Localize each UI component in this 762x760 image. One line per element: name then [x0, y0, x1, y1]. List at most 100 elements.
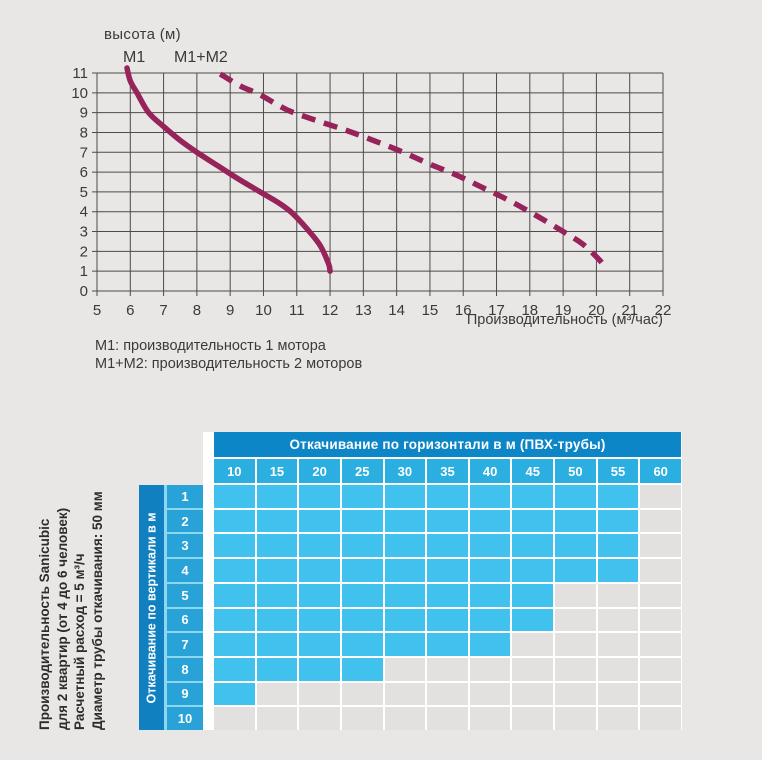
y-tick-label: 0: [80, 283, 88, 300]
cell-filled-6x15: [256, 608, 298, 632]
cell-filled-4x35: [427, 559, 468, 582]
cell-empty-10x45: [512, 707, 554, 730]
cell-empty-10x20: [299, 707, 340, 730]
cell-filled-2x45: [512, 509, 554, 533]
cell-filled-5x10: [214, 583, 255, 607]
curve-label-m1: M1: [123, 49, 146, 66]
cell-empty-9x40: [469, 682, 511, 706]
x-tick-label: 10: [255, 302, 272, 319]
row-header-1: 1: [167, 485, 203, 508]
x-tick-label: 8: [193, 302, 201, 319]
column-header-55: 55: [597, 459, 639, 483]
cell-empty-4x60: [640, 559, 681, 582]
cell-filled-8x25: [341, 657, 383, 681]
cell-filled-5x45: [512, 583, 554, 607]
cell-filled-5x35: [427, 583, 468, 607]
column-header-60: 60: [640, 459, 681, 483]
legend-entry-m1m2: M1+M2: производительность 2 моторов: [95, 356, 363, 372]
curve-label-m1m2: M1+M2: [174, 49, 228, 66]
note-line-1: Производительность Sanicubic: [37, 518, 52, 730]
row-header-7: 7: [167, 633, 203, 656]
row-header-2: 2: [167, 509, 203, 533]
column-header-15: 15: [256, 459, 298, 483]
cell-filled-3x25: [341, 534, 383, 558]
cell-filled-1x35: [427, 485, 468, 508]
x-tick-label: 11: [289, 302, 305, 319]
column-header-20: 20: [299, 459, 340, 483]
y-tick-label: 1: [80, 263, 88, 280]
cell-empty-9x45: [512, 682, 554, 706]
column-header-40: 40: [469, 459, 511, 483]
cell-empty-8x55: [597, 657, 639, 681]
legend-entry-m1: M1: производительность 1 мотора: [95, 338, 326, 354]
curve-m1: [124, 65, 333, 274]
cell-empty-9x35: [427, 682, 468, 706]
y-tick-label: 7: [80, 144, 88, 161]
pump-curve-plot: 5 6 7 8 9 10 11 12 13 14 15 16 17 18 19 20 21 22012345678…: [71, 65, 671, 319]
column-headers: 10 15 20 25 30 35 40 45 50 55 60: [214, 459, 681, 483]
cell-filled-3x30: [384, 534, 426, 558]
cell-filled-4x15: [256, 559, 298, 582]
cell-empty-10x35: [427, 707, 468, 730]
cell-empty-9x25: [341, 682, 383, 706]
chart-legend: M1: производительность 1 мотора M1+M2: п…: [95, 337, 362, 373]
y-tick-label: 2: [80, 243, 88, 260]
cell-empty-8x40: [469, 657, 511, 681]
cell-filled-1x55: [597, 485, 639, 508]
y-tick-label: 3: [80, 224, 88, 241]
row-header-9: 9: [167, 682, 203, 706]
cell-filled-1x30: [384, 485, 426, 508]
x-tick-label: 7: [159, 302, 167, 319]
cell-filled-4x40: [469, 559, 511, 582]
cell-filled-3x50: [555, 534, 596, 558]
cell-filled-3x40: [469, 534, 511, 558]
row-header-5: 5: [167, 583, 203, 607]
cell-empty-8x45: [512, 657, 554, 681]
cell-filled-2x25: [341, 509, 383, 533]
x-tick-label: 16: [455, 302, 472, 319]
cell-empty-10x40: [469, 707, 511, 730]
cell-filled-1x45: [512, 485, 554, 508]
cell-empty-7x55: [597, 633, 639, 656]
row-header-8: 8: [167, 657, 203, 681]
cell-filled-1x15: [256, 485, 298, 508]
cell-filled-2x10: [214, 509, 255, 533]
cell-empty-9x20: [299, 682, 340, 706]
cell-empty-1x60: [640, 485, 681, 508]
table-header: Откачивание по горизонтали в м (ПВХ-труб…: [214, 432, 681, 457]
cell-empty-8x30: [384, 657, 426, 681]
cell-empty-7x50: [555, 633, 596, 656]
y-tick-label: 9: [80, 105, 88, 122]
cell-filled-4x55: [597, 559, 639, 582]
cell-filled-6x10: [214, 608, 255, 632]
cell-filled-2x40: [469, 509, 511, 533]
cell-empty-10x30: [384, 707, 426, 730]
x-tick-label: 17: [488, 302, 505, 319]
cell-empty-10x60: [640, 707, 681, 730]
cell-filled-3x15: [256, 534, 298, 558]
column-header-30: 30: [384, 459, 426, 483]
column-header-35: 35: [427, 459, 468, 483]
cell-empty-8x50: [555, 657, 596, 681]
cell-filled-6x40: [469, 608, 511, 632]
x-axis-title: Производительность (м³/час): [466, 312, 663, 328]
cell-filled-9x10: [214, 682, 255, 706]
cell-filled-3x20: [299, 534, 340, 558]
table-note-text: Производительность Sanicubic для 2 кварт…: [36, 438, 106, 730]
cell-filled-2x20: [299, 509, 340, 533]
cell-filled-4x10: [214, 559, 255, 582]
cell-empty-7x60: [640, 633, 681, 656]
cell-filled-2x15: [256, 509, 298, 533]
cell-empty-5x50: [555, 583, 596, 607]
cell-empty-9x15: [256, 682, 298, 706]
cell-filled-5x40: [469, 583, 511, 607]
y-tick-label: 5: [80, 184, 88, 201]
x-tick-label: 19: [555, 302, 572, 319]
cell-empty-9x30: [384, 682, 426, 706]
cell-filled-7x30: [384, 633, 426, 656]
cell-filled-6x20: [299, 608, 340, 632]
note-line-4: Диаметр трубы откачивания: 50 мм: [89, 491, 105, 730]
table-note: Производительность Sanicubic для 2 кварт…: [34, 438, 108, 730]
row-headers: 1 2 3 4 5 6 7 8 9 10: [167, 485, 203, 730]
